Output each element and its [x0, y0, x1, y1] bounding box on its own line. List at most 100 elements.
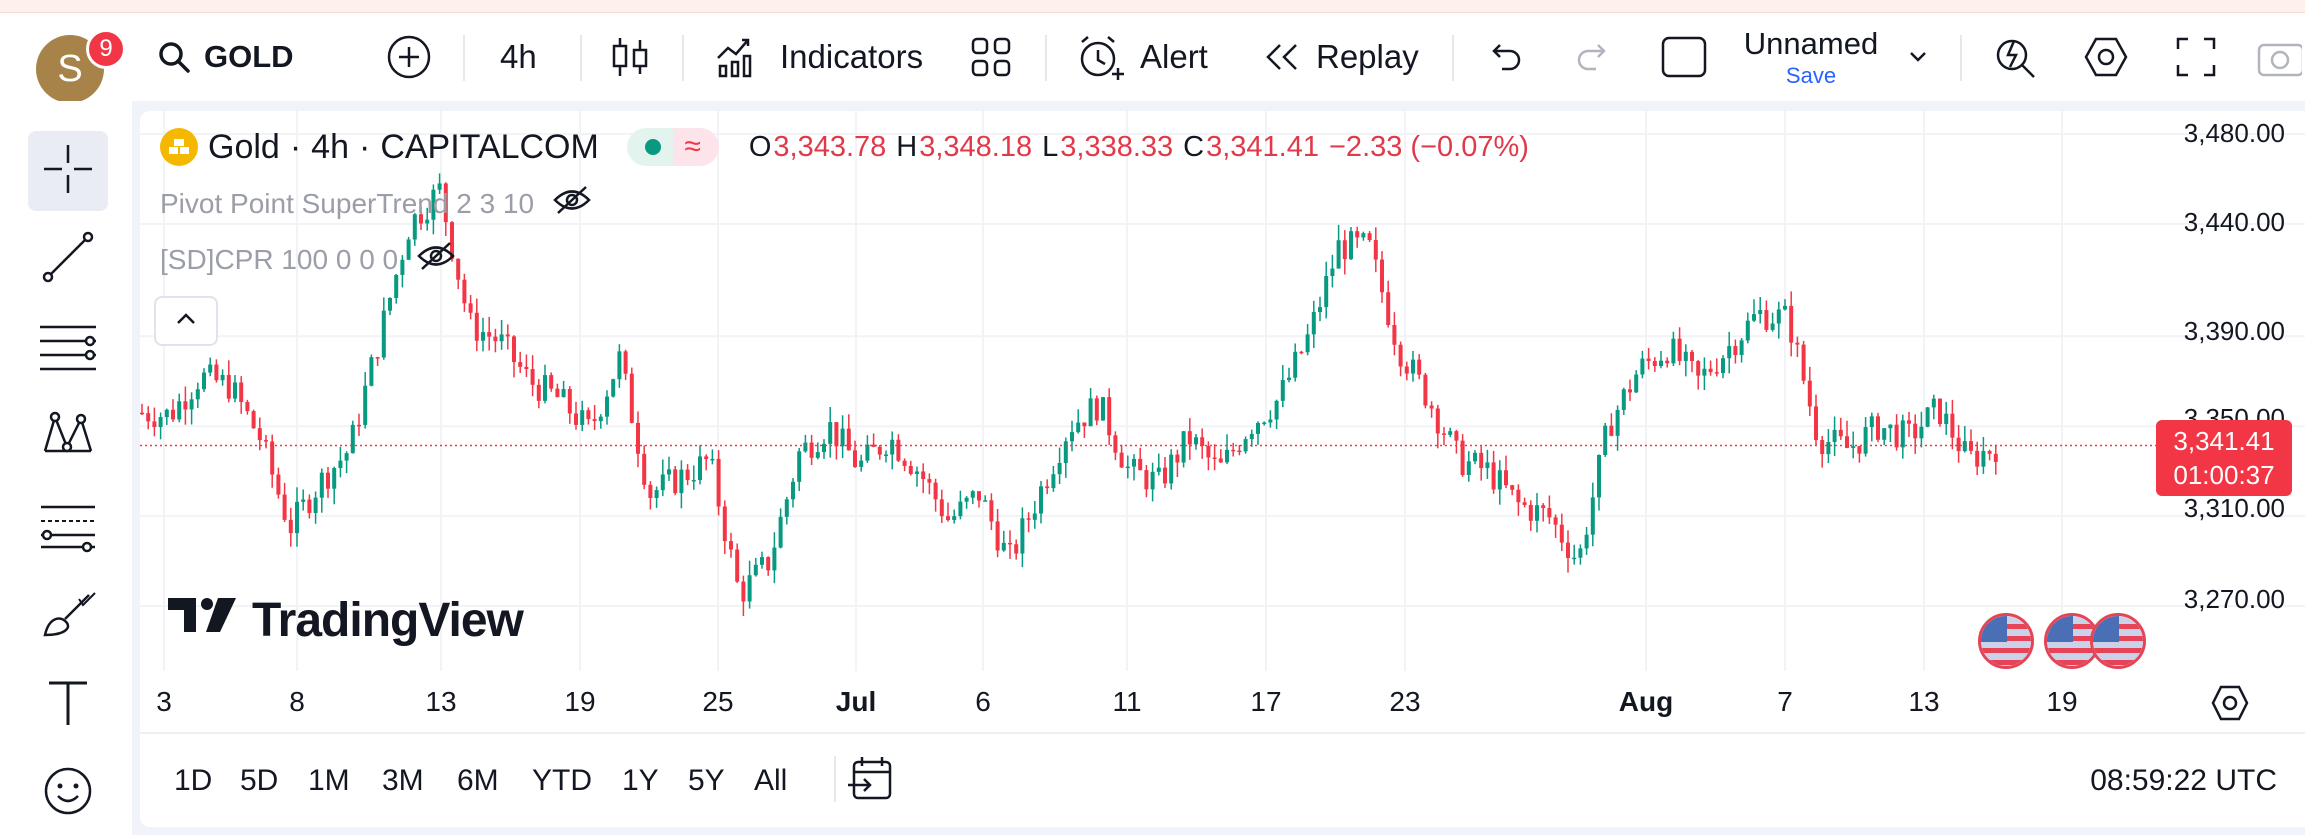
candle-body [1683, 351, 1688, 361]
chart-panel[interactable]: Gold · 4h · CAPITALCOM ≈ O3,343.78 H3,34… [140, 111, 2305, 827]
settings-button[interactable] [2082, 13, 2130, 101]
top-strip [0, 0, 2305, 13]
horizontal-lines-tool[interactable] [28, 309, 108, 389]
close-value: 3,341.41 [1206, 130, 1319, 163]
compare-add-button[interactable] [386, 13, 432, 101]
candle-body [1938, 398, 1942, 424]
brush-tool[interactable] [28, 577, 108, 657]
candle-body [853, 450, 857, 467]
forecast-tool[interactable] [28, 487, 108, 567]
utc-clock[interactable]: 08:59:22 UTC [2090, 764, 2277, 797]
save-link[interactable]: Save [1785, 63, 1837, 88]
notification-badge: 9 [86, 29, 126, 69]
candle-body [307, 499, 312, 513]
candle-body [915, 471, 919, 474]
candle-body [1138, 458, 1143, 471]
quick-search-button[interactable] [1992, 13, 2040, 101]
candle-body [1454, 431, 1459, 441]
go-to-date-button[interactable] [846, 754, 896, 809]
candle-body [1615, 409, 1620, 436]
range-button-5y[interactable]: 5Y [688, 764, 725, 797]
range-button-5d[interactable]: 5D [240, 764, 279, 797]
candle-body [1925, 407, 1930, 427]
candle-body [679, 469, 684, 494]
candle-body [1876, 416, 1880, 440]
candle-body [158, 417, 163, 428]
interval-button[interactable]: 4h [500, 38, 537, 75]
candle-body [1900, 420, 1905, 448]
time-axis-label: 17 [1250, 686, 1282, 717]
range-button-all[interactable]: All [754, 764, 788, 797]
crosshair-tool[interactable] [28, 131, 108, 211]
candle-body [1776, 309, 1781, 324]
candle-body [623, 351, 628, 374]
candle-body [202, 372, 206, 390]
candle-body [946, 516, 950, 520]
eye-off-icon[interactable] [416, 241, 456, 278]
candle-body [611, 379, 616, 397]
chart-type-button[interactable] [610, 13, 650, 101]
layout-select-button[interactable] [1660, 13, 1708, 101]
us-flag-event-icon[interactable] [2090, 613, 2146, 669]
candle-body [220, 374, 225, 381]
indicator-supertrend[interactable]: Pivot Point SuperTrend 2 3 10 [160, 185, 592, 222]
bar-countdown: 01:00:37 [2173, 460, 2275, 490]
text-tool[interactable] [28, 665, 108, 745]
candle-body [871, 444, 876, 447]
emoji-tool[interactable] [28, 753, 108, 833]
candle-body [698, 456, 702, 480]
high-key: H [896, 130, 918, 163]
replay-button[interactable]: Replay [1262, 13, 1419, 101]
candle-body [617, 351, 622, 380]
eye-off-icon[interactable] [552, 185, 592, 222]
indicator-cpr[interactable]: [SD]CPR 100 0 0 0 [160, 241, 456, 278]
layout-name[interactable]: Unnamed Save [1740, 25, 1882, 89]
range-button-1d[interactable]: 1D [174, 764, 213, 797]
candle-body [1690, 351, 1694, 362]
symbol-search-button[interactable]: GOLD [156, 13, 294, 101]
candle-body [561, 389, 566, 398]
alert-button[interactable]: Alert [1076, 13, 1208, 101]
candle-body [1051, 474, 1056, 489]
candle-body [1597, 454, 1601, 498]
candle-body [1590, 497, 1595, 535]
replay-label: Replay [1316, 38, 1419, 75]
candle-body [1696, 361, 1701, 376]
fullscreen-button[interactable] [2174, 13, 2218, 101]
candle-body [1237, 450, 1242, 453]
candle-body [177, 401, 182, 420]
forecast-icon [39, 497, 97, 558]
candle-body [1913, 423, 1918, 439]
market-status-pill[interactable]: ≈ [626, 128, 719, 166]
candle-body [1987, 450, 1992, 454]
candle-body [685, 469, 690, 481]
candle-body [1944, 413, 1949, 424]
undo-button[interactable] [1484, 13, 1524, 101]
price-chart[interactable] [140, 111, 2305, 732]
trend-line-tool[interactable] [28, 219, 108, 299]
axis-settings-button[interactable] [2210, 683, 2250, 728]
range-button-6m[interactable]: 6M [457, 764, 499, 797]
candle-body [1020, 518, 1025, 554]
indicators-button[interactable]: Indicators [714, 13, 923, 101]
candle-body [524, 366, 529, 370]
redo-button[interactable] [1574, 13, 1614, 101]
pattern-tool[interactable] [28, 397, 108, 477]
range-button-1y[interactable]: 1Y [622, 764, 659, 797]
candle-body [933, 482, 938, 500]
us-flag-event-icon[interactable] [1978, 613, 2034, 669]
candle-body [673, 469, 678, 494]
low-key: L [1042, 130, 1059, 163]
candle-body [865, 444, 870, 461]
templates-button[interactable] [970, 13, 1012, 101]
range-button-ytd[interactable]: YTD [532, 764, 592, 797]
snapshot-button[interactable] [2256, 13, 2302, 101]
layout-dropdown-button[interactable] [1906, 13, 1930, 101]
range-button-1m[interactable]: 1M [308, 764, 350, 797]
candle-body [884, 454, 888, 456]
candle-body [1175, 454, 1180, 463]
collapse-legend-button[interactable] [154, 296, 218, 346]
range-button-3m[interactable]: 3M [382, 764, 424, 797]
candle-body [1497, 470, 1502, 490]
price-axis-label: 3,390.00 [2183, 316, 2285, 346]
